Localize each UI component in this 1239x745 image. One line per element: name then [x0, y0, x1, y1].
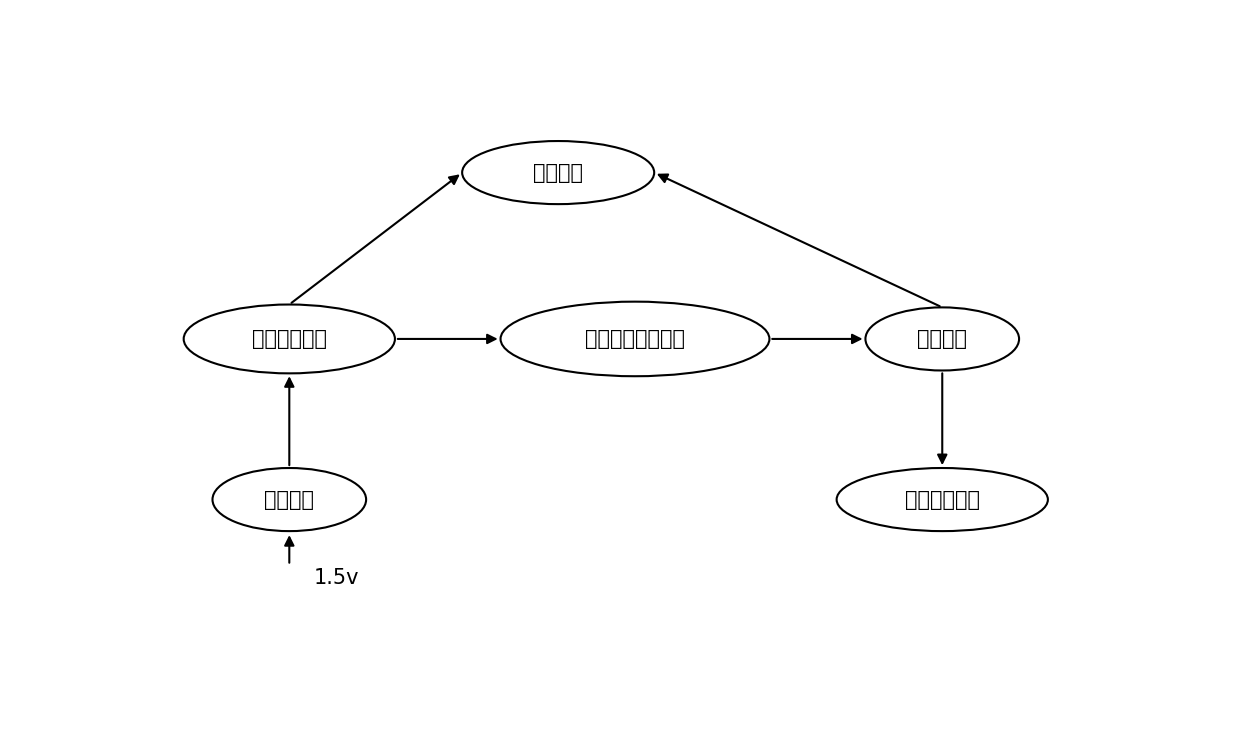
- Text: 1.5v: 1.5v: [313, 568, 359, 589]
- Text: 放电间隙电路: 放电间隙电路: [904, 489, 980, 510]
- Text: 自励振荡电路: 自励振荡电路: [252, 329, 327, 349]
- Ellipse shape: [501, 302, 769, 376]
- Ellipse shape: [183, 305, 395, 373]
- Ellipse shape: [866, 308, 1020, 370]
- Text: 放电回路: 放电回路: [533, 162, 584, 183]
- Ellipse shape: [462, 141, 654, 204]
- Text: 高压整流储能电路: 高压整流储能电路: [585, 329, 685, 349]
- Text: 直流电源: 直流电源: [264, 489, 315, 510]
- Ellipse shape: [213, 468, 367, 531]
- Ellipse shape: [836, 468, 1048, 531]
- Text: 升压电路: 升压电路: [917, 329, 968, 349]
